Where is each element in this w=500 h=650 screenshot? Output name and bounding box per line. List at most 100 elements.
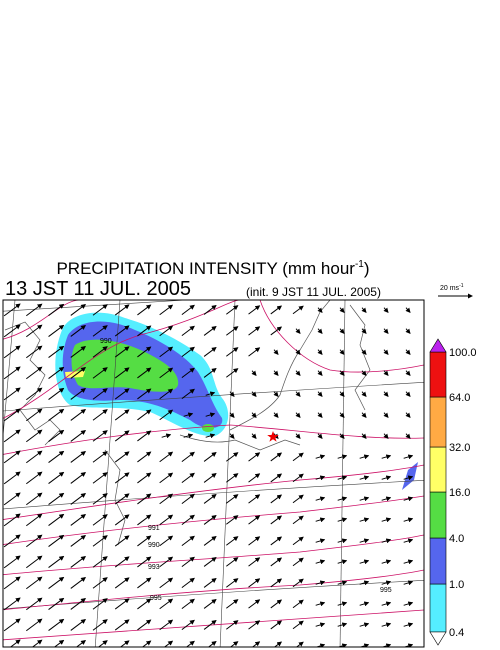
wind-arrow <box>159 535 174 547</box>
wind-arrow <box>295 370 301 377</box>
wind-arrow <box>92 514 108 526</box>
wind-arrow <box>92 409 108 421</box>
wind-arrow <box>70 408 87 421</box>
wind-arrow <box>159 556 174 568</box>
wind-arrow <box>317 412 323 419</box>
wind-arrow <box>248 305 261 315</box>
wind-arrow <box>159 304 174 316</box>
wind-arrow <box>248 452 261 462</box>
wind-arrow <box>203 535 217 546</box>
colorbar-box <box>429 537 447 585</box>
wind-arrow <box>26 345 43 359</box>
wind-arrow <box>315 454 326 460</box>
wind-arrow <box>92 388 108 400</box>
wind-arrow <box>161 433 172 439</box>
wind-arrow <box>315 496 326 502</box>
wind-arrow <box>229 641 239 647</box>
wind-arrow <box>270 620 283 630</box>
wind-arrow <box>3 345 21 359</box>
wind-arrow <box>137 577 152 589</box>
wind-arrow <box>114 388 130 400</box>
wind-arrow <box>229 433 235 440</box>
wind-arrow <box>70 324 87 337</box>
wind-arrow <box>114 619 130 631</box>
wind-arrow <box>317 391 323 398</box>
wind-arrow <box>381 580 392 586</box>
wind-arrow <box>3 366 21 380</box>
wind-arrow <box>381 559 392 565</box>
wind-arrow <box>3 324 21 338</box>
wind-arrow <box>317 349 323 356</box>
wind-arrow <box>270 557 283 567</box>
wind-arrow <box>361 328 367 335</box>
wind-arrow <box>137 367 152 379</box>
wind-arrow <box>405 412 411 419</box>
wind-arrow <box>403 475 414 481</box>
wind-arrow <box>70 576 87 589</box>
wind-arrow <box>248 515 261 525</box>
wind-arrow <box>359 538 370 544</box>
wind-arrow <box>48 471 65 484</box>
colorbar-label: 16.0 <box>449 487 470 499</box>
wind-arrow <box>203 346 217 357</box>
wind-arrow <box>26 555 43 569</box>
wind-arrow <box>181 535 195 546</box>
wind-arrow <box>181 619 195 630</box>
isobars <box>3 300 424 641</box>
wind-arrow <box>181 577 195 588</box>
wind-arrow <box>251 641 261 647</box>
colorbar-over <box>429 338 447 353</box>
wind-arrow <box>403 496 414 502</box>
wind-arrow <box>339 349 345 356</box>
wind-arrow <box>248 578 261 588</box>
wind-arrow <box>92 325 108 337</box>
wind-arrow <box>137 430 152 442</box>
wind-arrow <box>181 514 195 525</box>
wind-arrow <box>48 387 65 400</box>
wind-arrow <box>203 304 217 315</box>
wind-arrow <box>229 391 235 398</box>
colorbar-label: 100.0 <box>449 347 477 359</box>
wind-arrow <box>205 412 216 418</box>
wind-arrow <box>403 559 414 565</box>
wind-arrow <box>70 303 87 316</box>
wind-arrow <box>229 412 235 419</box>
wind-arrow <box>159 388 174 400</box>
wind-arrow <box>339 370 345 377</box>
wind-arrow <box>137 346 152 358</box>
wind-arrow <box>26 366 43 380</box>
wind-arrow <box>403 601 414 607</box>
wind-arrow <box>97 640 108 647</box>
wind-arrow <box>183 412 194 418</box>
wind-arrow <box>251 412 257 419</box>
wind-arrow <box>70 471 87 484</box>
wind-arrow <box>181 556 195 567</box>
wind-arrow <box>48 366 65 379</box>
wind-arrow <box>292 452 304 462</box>
wind-arrow <box>159 577 174 589</box>
wind-arrow <box>361 370 367 377</box>
wind-arrow <box>92 304 108 316</box>
wind-arrow <box>48 597 65 610</box>
wind-arrow <box>53 639 65 647</box>
wind-arrow <box>292 515 304 525</box>
wind-arrow <box>159 493 174 505</box>
wind-arrow <box>92 577 108 589</box>
wind-arrow <box>114 493 130 505</box>
wind-arrow <box>181 493 195 504</box>
wind-arrow <box>317 370 323 377</box>
wind-arrow <box>383 307 389 314</box>
wind-arrow <box>381 601 392 607</box>
wind-arrow <box>48 555 65 568</box>
wind-arrow <box>226 305 239 315</box>
title-superscript: -1 <box>355 259 364 270</box>
wind-arrow <box>405 433 411 440</box>
isobar-label: 993 <box>148 564 160 571</box>
wind-arrow <box>251 370 257 377</box>
wind-arrow <box>339 412 345 419</box>
valid-time: 13 JST 11 JUL. 2005 <box>5 278 191 300</box>
colorbar: 0.4 1.0 4.0 16.0 32.0 64.0 100.0 <box>429 338 477 646</box>
map: 990 991 990 993 995 995 <box>3 300 424 647</box>
wind-arrow <box>248 347 261 357</box>
wind-arrow <box>181 367 195 378</box>
